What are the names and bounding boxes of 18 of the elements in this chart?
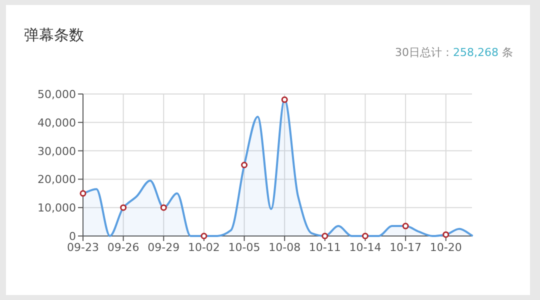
x-tick-label: 10-08 (268, 241, 301, 254)
x-tick-label: 10-17 (390, 241, 422, 254)
text: 30日总计：258,268 条 (395, 46, 513, 59)
y-tick-label: 50,000 (38, 88, 76, 101)
x-tick-label: 09-29 (148, 241, 180, 254)
x-tick-label: 10-14 (349, 241, 382, 254)
y-tick-label: 30,000 (38, 144, 76, 158)
y-tick-label: 10,000 (38, 202, 76, 215)
y-tick-label: 40,000 (38, 116, 76, 130)
y-tick-label: 20,000 (38, 173, 76, 186)
x-tick-label: 10-02 (188, 241, 220, 254)
x-tick-label: 09-26 (107, 241, 140, 254)
chart-title: 弹幕条数 (24, 26, 84, 44)
x-tick-label: 10-11 (308, 241, 341, 254)
y-tick-label: 0 (69, 230, 76, 243)
x-tick-label: 09-23 (67, 241, 99, 254)
x-tick-label: 10-05 (228, 241, 260, 254)
x-tick-label: 10-20 (430, 241, 462, 254)
